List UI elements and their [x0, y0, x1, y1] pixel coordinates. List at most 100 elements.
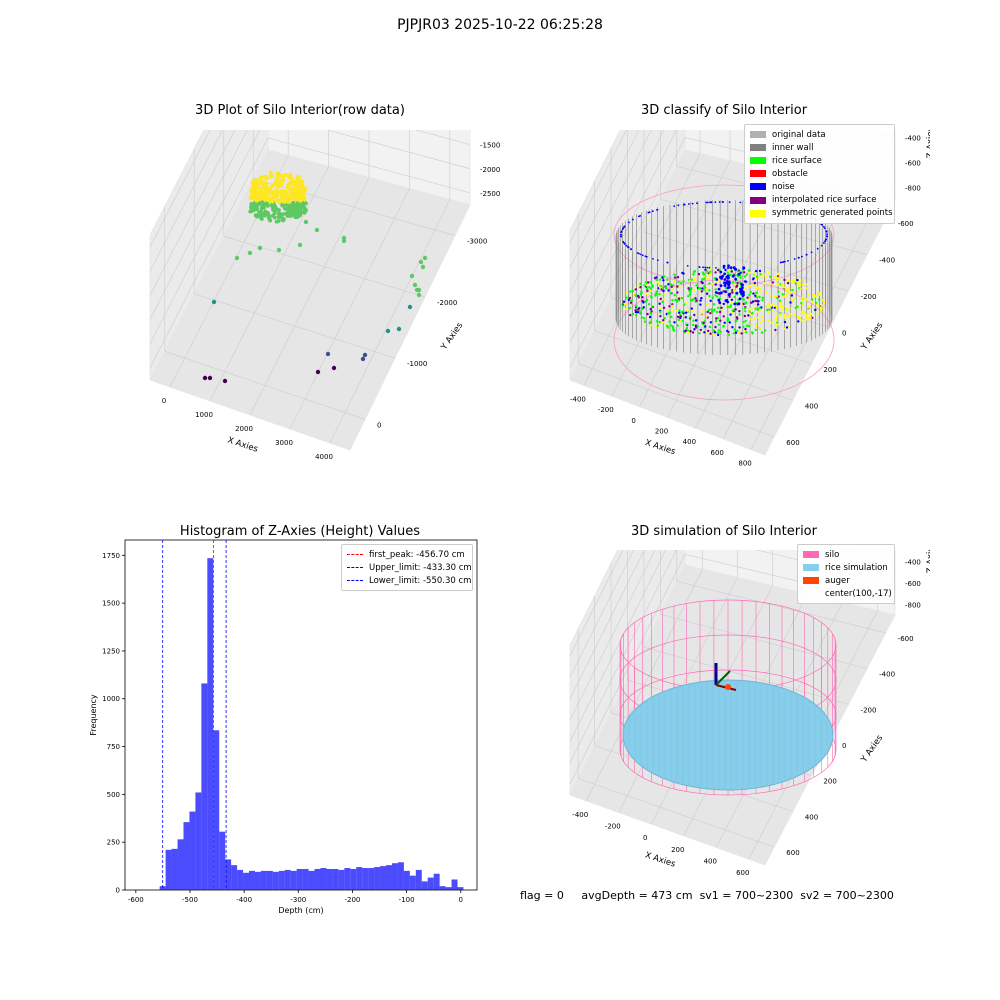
cls-noise-point — [728, 201, 731, 203]
cls-surface-point — [692, 323, 695, 327]
cls-legend-entry: rice surface — [750, 154, 889, 167]
raw-data-point — [315, 369, 321, 375]
raw-data-point — [258, 180, 262, 185]
raw-data-point — [259, 206, 264, 211]
cls-surface-point — [772, 304, 776, 308]
cls-surface-point — [636, 308, 640, 311]
cls-surface-point — [710, 282, 714, 286]
cls-y-tick-label: -200 — [861, 293, 877, 301]
cls-surface-point — [643, 320, 647, 323]
cls-surface-point — [649, 323, 653, 327]
cls-surface-point — [662, 275, 666, 278]
cls-surface-point — [769, 275, 772, 278]
hist-x-tick-label: -300 — [290, 896, 306, 904]
raw-y-gridline — [194, 293, 396, 359]
cls-surface-point — [709, 312, 712, 315]
cls-surface-point — [750, 312, 754, 315]
cls-surface-point — [671, 288, 675, 291]
cls-center-point — [724, 299, 728, 302]
hist-bar — [356, 867, 363, 890]
cls-surface-point — [733, 328, 736, 331]
cls-surface-point — [655, 320, 659, 323]
cls-surface-point — [703, 284, 706, 288]
cls-surface-point — [782, 314, 786, 317]
sim-legend-label: auger — [825, 575, 850, 586]
raw-z-gridline — [149, 137, 269, 369]
cls-surface-point — [745, 324, 749, 327]
cls-center-point — [723, 278, 727, 281]
hist-bar — [296, 868, 303, 890]
cls-surface-point — [624, 302, 628, 306]
cls-surface-point — [775, 295, 779, 298]
cls-surface-point — [794, 306, 797, 310]
cls-surface-point — [778, 313, 781, 316]
cls-surface-point — [750, 323, 753, 327]
cls-surface-point — [656, 324, 659, 327]
cls-surface-point — [755, 291, 758, 295]
cls-surface-point — [734, 331, 738, 334]
hist-bar — [272, 871, 279, 890]
cls-noise-point — [706, 266, 709, 269]
raw-data-point — [259, 209, 264, 214]
raw-y-tick-label: -2000 — [437, 299, 457, 307]
cls-surface-point — [713, 331, 717, 334]
cls-surface-point — [685, 326, 689, 330]
cls-surface-point — [812, 293, 815, 296]
hist-x-tick-label: -400 — [236, 896, 252, 904]
sim-y-tick-label: -200 — [861, 706, 877, 714]
raw-data-point — [258, 195, 263, 200]
sim-y-tick-label: 0 — [842, 742, 846, 750]
cls-noise-point — [714, 201, 717, 203]
cls-surface-point — [782, 283, 785, 286]
cls-surface-point — [758, 295, 761, 299]
raw-z-gridline — [149, 130, 223, 272]
cls-noise-point — [639, 215, 641, 217]
cls-surface-point — [667, 289, 670, 292]
cls-z-tick-label: -600 — [905, 160, 921, 168]
cls-surface-point — [644, 300, 647, 303]
cls-surface-point — [706, 310, 709, 314]
cls-y-gridline — [578, 363, 775, 438]
cls-surface-point — [689, 290, 692, 294]
raw-data-point — [248, 209, 253, 214]
cls-center-point — [740, 283, 744, 287]
raw-data-point — [259, 201, 264, 206]
hist-y-tick-label: 750 — [107, 743, 120, 751]
cls-surface-point — [742, 320, 745, 324]
raw-data-point — [278, 212, 283, 217]
cls-surface-point — [756, 303, 760, 306]
raw-y-gridline — [164, 350, 366, 420]
cls-surface-point — [773, 275, 777, 278]
cls-surface-point — [661, 300, 664, 304]
cls-surface-point — [658, 320, 661, 324]
cls-surface-point — [707, 308, 711, 312]
cls-surface-point — [635, 304, 638, 308]
hist-bar — [409, 875, 416, 890]
cls-noise-point — [696, 202, 698, 205]
cls-surface-point — [659, 315, 662, 318]
sim-auger-marker — [725, 684, 731, 690]
cls-surface-point — [747, 314, 750, 317]
cls-surface-point — [745, 331, 748, 334]
hist-bar — [278, 870, 285, 890]
sim-x-tick-label: 400 — [704, 858, 717, 866]
cls-surface-point — [628, 296, 631, 300]
cls-surface-point — [755, 275, 759, 278]
cls-y-gridline — [610, 297, 812, 365]
classify-plot-title: 3D classify of Silo Interior — [640, 103, 808, 118]
cls-noise-point — [641, 254, 644, 257]
cls-noise-point — [656, 209, 658, 211]
cls-y-gridline — [594, 330, 793, 401]
cls-surface-point — [692, 276, 696, 280]
cls-surface-point — [711, 310, 714, 313]
sim-z-tick-label: -800 — [905, 601, 921, 609]
raw-x-gridline — [249, 177, 370, 416]
raw-data-point — [247, 250, 253, 256]
cls-surface-point — [728, 295, 731, 298]
cls-surface-point — [752, 277, 755, 280]
cls-surface-point — [685, 323, 688, 326]
hist-x-tick-label: 0 — [459, 896, 463, 904]
cls-surface-point — [774, 324, 777, 327]
cls-surface-point — [806, 306, 810, 309]
cls-noise-point — [823, 227, 826, 230]
